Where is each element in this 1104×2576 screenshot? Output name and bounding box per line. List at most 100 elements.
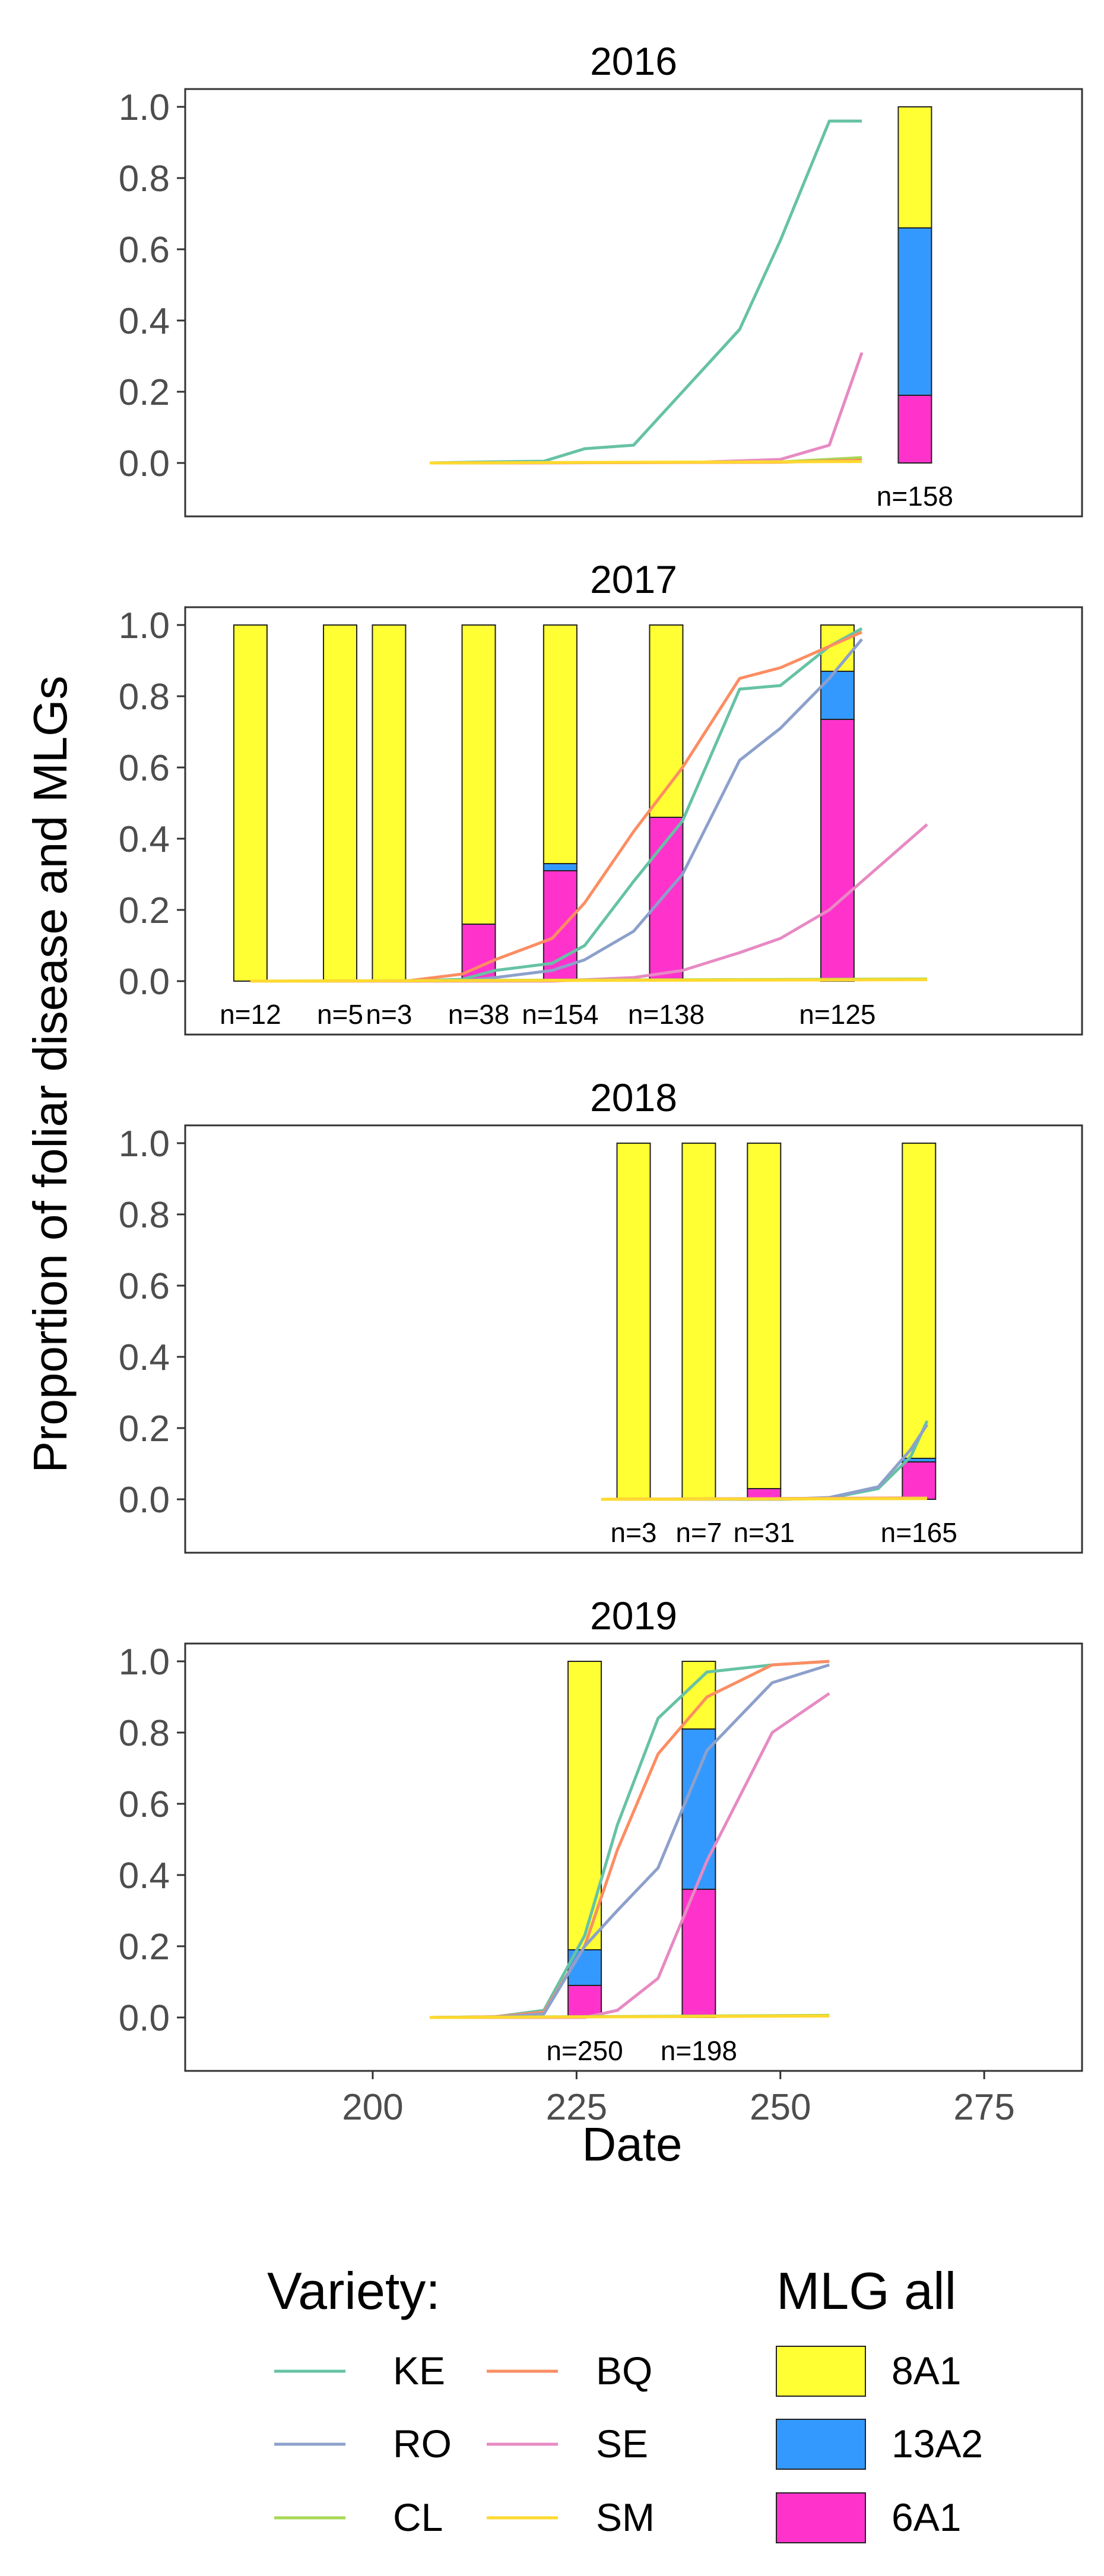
panel-border <box>184 606 1083 1036</box>
panel-2016: 2016 0.0 0.2 0.4 0.6 0.8 1.0 n=158 <box>119 39 1083 518</box>
x-axis: 200 225 250 275 <box>342 2071 1015 2128</box>
panel-background <box>185 1644 1082 2071</box>
sample-size-label: n=12 <box>220 999 281 1030</box>
legend-label-6A1: 6A1 <box>892 2495 961 2539</box>
panel-border <box>184 88 1083 518</box>
variety-lines <box>430 119 864 465</box>
sample-size-label: n=138 <box>628 999 705 1030</box>
series-line-SM <box>250 978 928 983</box>
y-tick-label: 0.8 <box>119 1713 170 1754</box>
variety-legend-title: Variety: <box>267 2261 440 2320</box>
y-axis-title: Proportion of foliar disease and MLGs <box>24 676 77 1473</box>
bar-segment-6A1 <box>902 1461 937 1500</box>
series-line-SM <box>430 2015 830 2019</box>
legend-key-8A1 <box>776 2346 866 2397</box>
bar-segment-13A2 <box>820 671 855 720</box>
panel-title: 2017 <box>590 557 677 601</box>
y-tick-label: 0.4 <box>119 1337 170 1378</box>
y-tick-label: 0.0 <box>119 1480 170 1521</box>
sample-size-label: n=7 <box>675 1517 722 1548</box>
sample-size-label: n=154 <box>522 999 598 1030</box>
legend-label-CL: CL <box>393 2495 443 2539</box>
y-tick-label: 0.8 <box>119 677 170 718</box>
bar-segment-8A1 <box>322 624 357 982</box>
bar-segment-8A1 <box>461 624 496 925</box>
variety-lines <box>250 627 928 983</box>
y-tick-label: 0.2 <box>119 372 170 413</box>
series-line-SM <box>430 460 862 465</box>
panel-title: 2019 <box>590 1594 677 1638</box>
sample-size-label: n=38 <box>448 999 510 1030</box>
y-tick-label: 0.8 <box>119 158 170 199</box>
x-tick-label: 225 <box>546 2087 607 2128</box>
mlg-legend-title: MLG all <box>776 2261 956 2320</box>
y-tick-label: 0.6 <box>119 1784 170 1825</box>
series-line-BQ <box>250 630 863 983</box>
x-tick-label: 200 <box>342 2087 403 2128</box>
sample-size-label: n=250 <box>546 2035 623 2066</box>
bar-segment-13A2 <box>681 1728 716 1890</box>
mlg-bars: n=12 n=5 n=3 n=38 n=154 n=138 n=125 <box>220 624 876 1030</box>
bar-segment-8A1 <box>543 624 578 864</box>
bar-segment-8A1 <box>897 106 932 229</box>
bar-segment-13A2 <box>897 227 932 396</box>
panel-2019: 2019 0.0 0.2 0.4 0.6 0.8 1.0 n=250 n=198 <box>119 1594 1083 2072</box>
panel-border <box>184 1124 1083 1554</box>
y-tick-label: 0.2 <box>119 890 170 931</box>
bar-segment-13A2 <box>543 863 578 871</box>
y-tick-label: 0.4 <box>119 1855 170 1896</box>
y-tick-label: 0.0 <box>119 962 170 1003</box>
y-tick-label: 0.2 <box>119 1408 170 1449</box>
bar-segment-8A1 <box>747 1143 782 1489</box>
panel-background <box>185 89 1082 516</box>
legend-label-SE: SE <box>596 2422 648 2466</box>
bar-segment-8A1 <box>902 1143 937 1459</box>
y-tick-label: 1.0 <box>119 1124 170 1165</box>
legend-label-SM: SM <box>596 2495 655 2539</box>
y-tick-label: 0.6 <box>119 1266 170 1307</box>
y-tick-label: 1.0 <box>119 87 170 128</box>
series-line-RO <box>250 638 864 983</box>
legend-key-13A2 <box>776 2419 866 2470</box>
y-tick-label: 0.0 <box>119 1998 170 2039</box>
bar-segment-8A1 <box>649 624 684 818</box>
sample-size-label: n=5 <box>317 999 363 1030</box>
legends: Variety: KE BQ RO SE CL SM MLG all 8A1 13A2 6A1 <box>267 2261 983 2543</box>
legend-label-13A2: 13A2 <box>892 2422 983 2466</box>
legend-label-BQ: BQ <box>596 2349 652 2393</box>
legend-label-8A1: 8A1 <box>892 2349 961 2393</box>
x-axis-title: Date <box>582 2118 683 2171</box>
bar-segment-8A1 <box>681 1143 716 1500</box>
y-tick-label: 0.4 <box>119 301 170 342</box>
legend-label-RO: RO <box>393 2422 452 2466</box>
x-tick-label: 275 <box>953 2087 1014 2128</box>
variety-lines <box>601 1420 929 1501</box>
y-tick-label: 1.0 <box>119 605 170 646</box>
variety-lines <box>430 1660 830 2019</box>
panel-2017: 2017 0.0 0.2 0.4 0.6 0.8 1.0 n=12 n=5 n=3 n=38 n=15… <box>119 557 1083 1036</box>
bar-segment-8A1 <box>233 624 268 982</box>
sample-size-label: n=158 <box>877 481 953 512</box>
legend-key-6A1 <box>776 2492 866 2543</box>
x-tick-label: 250 <box>750 2087 811 2128</box>
y-tick-label: 0.2 <box>119 1927 170 1968</box>
bar-segment-8A1 <box>567 1661 602 1950</box>
variety-legend: Variety: KE BQ RO SE CL SM <box>267 2261 655 2539</box>
y-tick-label: 0.6 <box>119 230 170 271</box>
sample-size-label: n=125 <box>799 999 875 1030</box>
bar-segment-6A1 <box>681 1889 716 2018</box>
panel-border <box>184 1642 1083 2072</box>
panel-background <box>185 607 1082 1035</box>
sample-size-label: n=198 <box>661 2035 737 2066</box>
y-tick-label: 0.8 <box>119 1195 170 1236</box>
panel-title: 2016 <box>590 39 677 83</box>
sample-size-label: n=31 <box>733 1517 795 1548</box>
mlg-bars: n=3 n=7 n=31 n=165 <box>610 1143 957 1548</box>
bar-segment-6A1 <box>897 395 932 464</box>
legend-label-KE: KE <box>393 2349 445 2393</box>
panel-2018: 2018 0.0 0.2 0.4 0.6 0.8 1.0 n=3 n=7 n=31 n=165 <box>119 1076 1083 1554</box>
panel-title: 2018 <box>590 1076 677 1119</box>
sample-size-label: n=3 <box>610 1517 656 1548</box>
bar-segment-8A1 <box>616 1143 651 1500</box>
